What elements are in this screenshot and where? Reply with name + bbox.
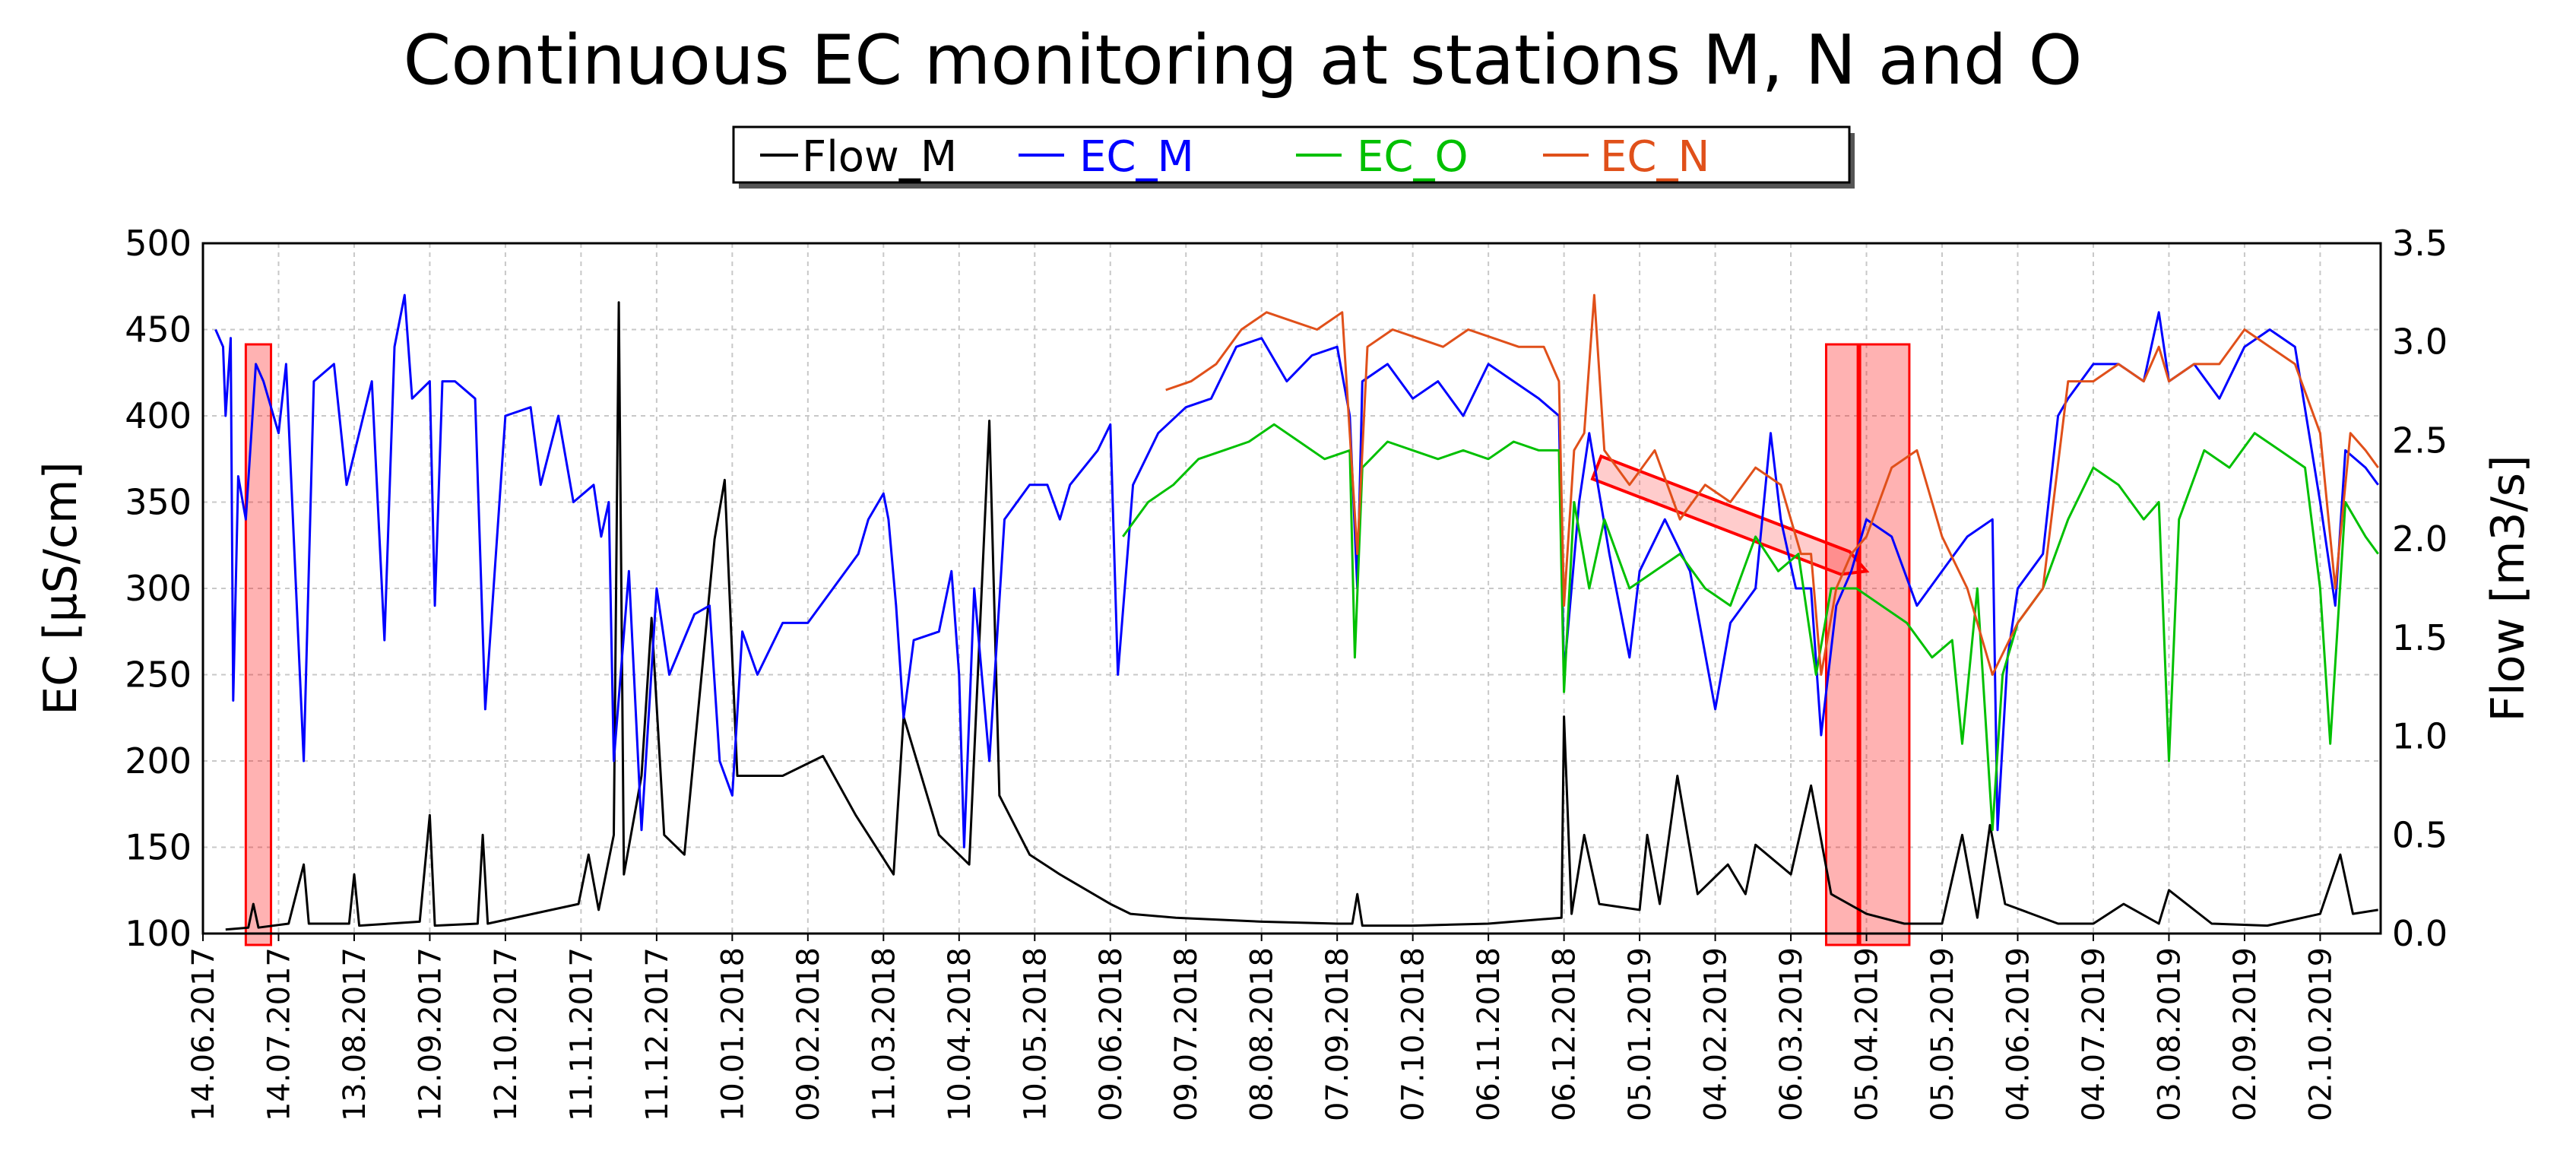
highlight-band xyxy=(244,343,273,946)
x-tick-label: 02.09.2019 xyxy=(2228,947,2263,1121)
series-line-flow-m xyxy=(225,301,2378,931)
y-right-tick-label: 2.0 xyxy=(2392,518,2448,560)
x-tick-label: 08.08.2018 xyxy=(1245,947,1280,1121)
x-tick-label: 04.02.2019 xyxy=(1699,947,1734,1121)
x-tick-label: 10.01.2018 xyxy=(715,947,750,1121)
axes: 100 150 200 250 300 350 400 450 500 0.0 0.5 1.0 1.5 2… xyxy=(125,223,2448,1121)
y-left-tick-label: 400 xyxy=(125,395,192,436)
y-left-tick-label: 300 xyxy=(125,568,192,609)
x-tick-label: 11.12.2017 xyxy=(640,947,675,1121)
plot-frame xyxy=(201,242,2382,935)
x-tick-label: 13.08.2017 xyxy=(337,947,372,1121)
legend: Flow_M EC_M EC_O EC_N xyxy=(732,125,1855,189)
x-tick-label: 09.06.2018 xyxy=(1094,947,1129,1121)
x-tick-label: 05.05.2019 xyxy=(1925,947,1960,1121)
legend-label-ec-n: EC_N xyxy=(1600,132,1709,182)
y-axis-right-label: Flow [m3/s] xyxy=(2482,455,2535,722)
y-right-tick-label: 1.5 xyxy=(2392,617,2448,658)
x-tick-label: 04.06.2019 xyxy=(2001,947,2036,1121)
legend-box xyxy=(732,125,1851,184)
y-left-tick-label: 450 xyxy=(125,309,192,350)
x-tick-label: 03.08.2019 xyxy=(2152,947,2187,1121)
x-tick-label: 12.10.2017 xyxy=(489,947,524,1121)
x-tick-label: 14.06.2017 xyxy=(186,947,221,1121)
y-right-tick-label: 1.0 xyxy=(2392,716,2448,757)
x-tick-label: 09.07.2018 xyxy=(1169,947,1204,1121)
x-tick-label: 04.07.2019 xyxy=(2077,947,2112,1121)
x-tick-label: 09.02.2018 xyxy=(791,947,826,1121)
y-right-tick-label: 0.5 xyxy=(2392,814,2448,855)
x-tick-label: 10.05.2018 xyxy=(1018,947,1053,1121)
legend-label-ec-m: EC_M xyxy=(1079,132,1194,182)
x-tick-label: 02.10.2019 xyxy=(2303,947,2338,1121)
highlight-band xyxy=(1824,343,1911,946)
x-tick-label: 11.11.2017 xyxy=(564,947,599,1121)
y-left-tick-label: 100 xyxy=(125,913,192,954)
x-tick-label: 12.09.2017 xyxy=(413,947,448,1121)
chart-title: Continuous EC monitoring at stations M, … xyxy=(404,21,2083,100)
x-tick-label: 05.04.2019 xyxy=(1850,947,1885,1121)
y-right-tick-label: 0.0 xyxy=(2392,913,2448,954)
x-tick-label: 10.04.2018 xyxy=(943,947,977,1121)
y-left-tick-label: 500 xyxy=(125,223,192,264)
y-left-tick-label: 200 xyxy=(125,740,192,781)
legend-label-ec-o: EC_O xyxy=(1357,132,1469,182)
x-tick-label: 14.07.2017 xyxy=(261,947,296,1121)
y-left-tick-label: 250 xyxy=(125,655,192,696)
x-tick-label: 06.03.2019 xyxy=(1774,947,1809,1121)
y-left-tick-label: 350 xyxy=(125,482,192,523)
series-line-ec-m xyxy=(214,293,2379,848)
grid xyxy=(202,243,2381,934)
y-axis-left-label: EC [µS/cm] xyxy=(34,461,87,715)
x-tick-label: 06.11.2018 xyxy=(1472,947,1507,1121)
x-tick-label: 11.03.2018 xyxy=(867,947,901,1121)
x-tick-label: 05.01.2019 xyxy=(1623,947,1658,1121)
x-tick-label: 07.10.2018 xyxy=(1396,947,1431,1121)
y-right-tick-label: 3.5 xyxy=(2392,223,2448,264)
x-tick-label: 06.12.2018 xyxy=(1548,947,1583,1121)
annotations xyxy=(244,343,1911,946)
legend-label-flow-m: Flow_M xyxy=(802,132,957,182)
y-left-tick-label: 150 xyxy=(125,827,192,868)
series-line-ec-n xyxy=(1165,293,2379,676)
y-right-tick-label: 3.0 xyxy=(2392,322,2448,363)
series xyxy=(214,293,2379,931)
x-tick-label: 07.09.2018 xyxy=(1320,947,1355,1121)
y-right-tick-label: 2.5 xyxy=(2392,420,2448,461)
series-line-ec-o xyxy=(1122,423,2379,832)
